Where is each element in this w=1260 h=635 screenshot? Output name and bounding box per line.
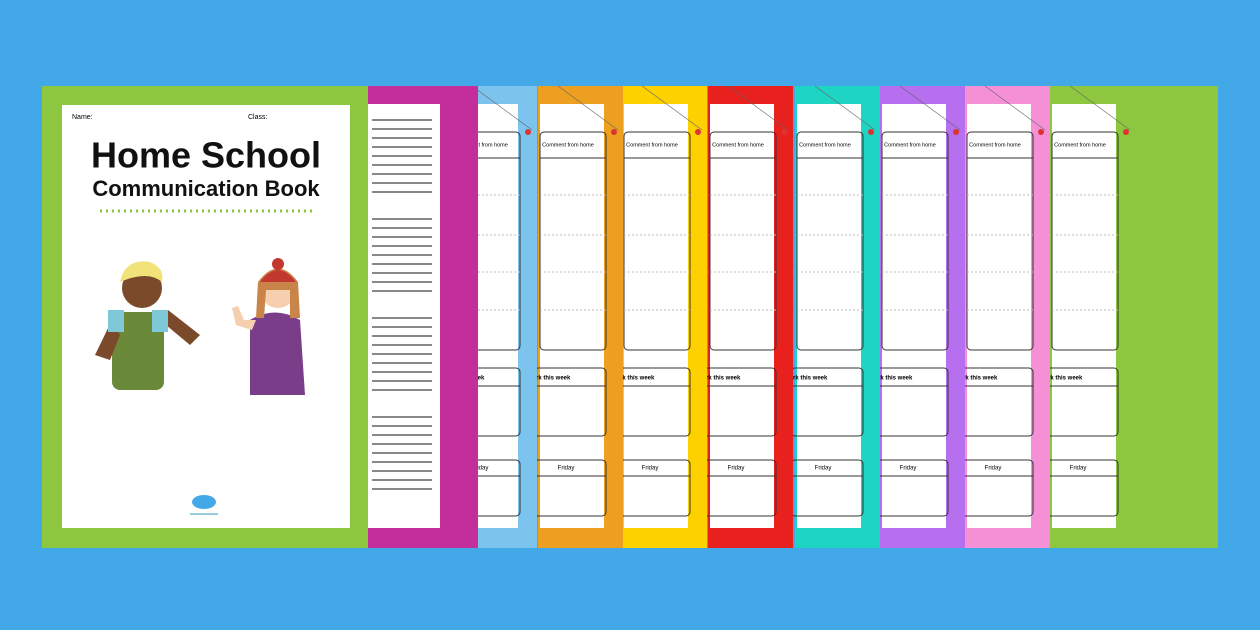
comment-label: Comment from home bbox=[542, 142, 594, 148]
info-text bbox=[372, 119, 432, 490]
pin bbox=[953, 129, 959, 135]
class-label: Class: bbox=[248, 114, 268, 121]
friday-label: Friday bbox=[900, 466, 917, 472]
diagonal bbox=[471, 85, 533, 131]
comment-box bbox=[539, 131, 607, 351]
comment-box bbox=[796, 131, 864, 351]
friday-label: Friday bbox=[472, 466, 489, 472]
page-inner bbox=[797, 104, 861, 528]
comment-box bbox=[1051, 131, 1119, 351]
friday-label: Friday bbox=[1070, 466, 1087, 472]
back-page bbox=[1135, 86, 1218, 548]
diagonal bbox=[984, 85, 1046, 131]
comment-label: Comment from home bbox=[884, 142, 936, 148]
friday-label: Friday bbox=[642, 466, 659, 472]
pin bbox=[525, 129, 531, 135]
comment-label: Comment from home bbox=[712, 142, 764, 148]
friday-label: Friday bbox=[558, 466, 575, 472]
diagonal bbox=[814, 85, 876, 131]
page-inner bbox=[624, 104, 688, 528]
pin bbox=[1038, 129, 1044, 135]
pin bbox=[1123, 129, 1129, 135]
cover-title: Home School bbox=[91, 135, 321, 176]
page-inner bbox=[540, 104, 604, 528]
comment-box bbox=[709, 131, 777, 351]
diagonal bbox=[557, 85, 619, 131]
friday-label: Friday bbox=[815, 466, 832, 472]
worksheet-page: Comment from home rk this week Friday bbox=[1045, 85, 1135, 548]
week-label: rk this week bbox=[878, 376, 913, 382]
worksheet-page: Comment from home rk this week Friday bbox=[533, 85, 623, 548]
cover-subtitle: Communication Book bbox=[92, 176, 320, 201]
info-page-inner bbox=[368, 104, 440, 528]
week-label: rk this week bbox=[793, 376, 828, 382]
week-label: rk this week bbox=[706, 376, 741, 382]
page-inner bbox=[1052, 104, 1116, 528]
comment-label: Comment from home bbox=[456, 142, 508, 148]
comment-label: Comment from home bbox=[1054, 142, 1106, 148]
diagonal bbox=[1069, 85, 1131, 131]
diagonal bbox=[727, 85, 789, 131]
comment-label: Comment from home bbox=[799, 142, 851, 148]
diagonal bbox=[899, 85, 961, 131]
worksheet-page: Comment from home rk this week Friday bbox=[790, 85, 880, 548]
boy-illustration bbox=[95, 261, 200, 390]
comment-box bbox=[966, 131, 1034, 351]
friday-label: Friday bbox=[985, 466, 1002, 472]
pin bbox=[868, 129, 874, 135]
worksheet-page: Comment from home rk this week Friday bbox=[617, 85, 707, 548]
name-label: Name: bbox=[72, 114, 93, 121]
page-inner bbox=[967, 104, 1031, 528]
girl-illustration bbox=[232, 258, 305, 395]
comment-label: Comment from home bbox=[626, 142, 678, 148]
page-inner bbox=[710, 104, 774, 528]
front-pages: Name: Class: Home School Communication B… bbox=[42, 86, 478, 548]
comment-box bbox=[881, 131, 949, 351]
pin bbox=[611, 129, 617, 135]
logo bbox=[190, 495, 218, 515]
worksheet-page: Comment from home rk this week Friday bbox=[703, 85, 793, 548]
week-label: rk this week bbox=[963, 376, 998, 382]
pin bbox=[695, 129, 701, 135]
pin bbox=[781, 129, 787, 135]
worksheet-page: Comment from home rk this week Friday bbox=[875, 85, 965, 548]
comment-box bbox=[623, 131, 691, 351]
comment-label: Comment from home bbox=[969, 142, 1021, 148]
diagonal bbox=[641, 85, 703, 131]
friday-label: Friday bbox=[728, 466, 745, 472]
worksheet-page: Comment from home rk this week Friday bbox=[960, 85, 1050, 548]
week-label: rk this week bbox=[536, 376, 571, 382]
week-label: rk this week bbox=[620, 376, 655, 382]
week-label: rk this week bbox=[1048, 376, 1083, 382]
page-inner bbox=[882, 104, 946, 528]
